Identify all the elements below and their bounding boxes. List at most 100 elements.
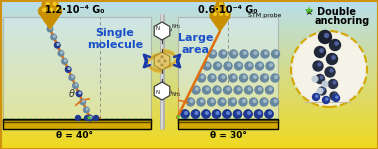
Bar	[0, 128, 378, 129]
Polygon shape	[148, 53, 162, 73]
Bar	[0, 5, 378, 6]
Circle shape	[69, 75, 74, 80]
Circle shape	[314, 46, 325, 58]
Circle shape	[265, 110, 273, 118]
Bar	[0, 138, 378, 139]
Circle shape	[203, 86, 211, 94]
Circle shape	[264, 100, 266, 102]
Bar	[0, 148, 378, 149]
Bar	[0, 42, 378, 43]
Circle shape	[212, 110, 220, 118]
Bar	[0, 78, 378, 79]
Circle shape	[214, 62, 222, 70]
Bar	[0, 71, 378, 72]
Bar	[0, 66, 378, 67]
Bar	[0, 84, 378, 85]
Bar	[0, 44, 378, 45]
Bar	[0, 73, 378, 74]
Bar	[0, 131, 378, 132]
Bar	[0, 39, 378, 40]
Circle shape	[222, 76, 225, 78]
Circle shape	[216, 11, 224, 19]
Bar	[0, 147, 378, 148]
Bar	[0, 38, 378, 39]
Circle shape	[254, 76, 256, 78]
Circle shape	[219, 50, 227, 58]
Circle shape	[333, 94, 339, 101]
Bar	[0, 14, 378, 15]
Circle shape	[192, 110, 200, 118]
Circle shape	[220, 13, 222, 15]
Circle shape	[233, 52, 236, 54]
Bar	[0, 53, 378, 54]
Bar	[0, 62, 378, 63]
Bar	[0, 117, 378, 118]
Circle shape	[181, 110, 189, 118]
Circle shape	[222, 100, 224, 102]
Bar	[0, 8, 378, 9]
Bar	[0, 111, 378, 112]
Circle shape	[206, 88, 209, 90]
Circle shape	[334, 93, 337, 96]
Bar	[0, 43, 378, 44]
Bar	[0, 82, 378, 83]
Bar	[0, 50, 378, 51]
Bar	[0, 67, 378, 68]
FancyBboxPatch shape	[3, 17, 151, 129]
Circle shape	[213, 6, 221, 14]
Circle shape	[271, 98, 279, 106]
Circle shape	[239, 98, 247, 106]
Bar	[0, 3, 378, 4]
Text: Single
molecule: Single molecule	[87, 28, 143, 50]
Bar	[0, 108, 378, 109]
Bar	[0, 80, 378, 81]
Bar	[0, 124, 378, 125]
Bar	[0, 83, 378, 84]
Circle shape	[90, 116, 92, 118]
Bar	[0, 33, 378, 34]
Circle shape	[50, 27, 52, 29]
Text: 1.2·10⁻⁴ G₀: 1.2·10⁻⁴ G₀	[45, 5, 105, 15]
Circle shape	[234, 110, 242, 118]
Circle shape	[255, 86, 263, 94]
Bar	[0, 79, 378, 80]
Circle shape	[237, 112, 240, 114]
Circle shape	[243, 100, 245, 102]
Circle shape	[195, 112, 198, 114]
Circle shape	[218, 74, 226, 82]
Circle shape	[43, 8, 46, 11]
Bar	[0, 130, 378, 131]
Text: anchoring: anchoring	[315, 16, 370, 26]
Bar	[0, 98, 378, 99]
Circle shape	[228, 98, 237, 106]
Bar	[0, 69, 378, 70]
Bar	[0, 91, 378, 92]
Circle shape	[259, 64, 262, 66]
Circle shape	[234, 110, 242, 118]
Bar	[0, 72, 378, 73]
Bar	[0, 146, 378, 147]
FancyBboxPatch shape	[3, 120, 151, 122]
Circle shape	[258, 112, 261, 114]
Bar	[0, 63, 378, 64]
Circle shape	[42, 0, 51, 10]
Circle shape	[158, 60, 160, 62]
Bar	[0, 101, 378, 102]
Circle shape	[196, 88, 198, 90]
Circle shape	[164, 60, 166, 62]
Circle shape	[265, 52, 267, 54]
Circle shape	[261, 50, 269, 58]
Circle shape	[322, 88, 325, 91]
Circle shape	[265, 86, 274, 94]
Circle shape	[212, 110, 220, 118]
Bar	[0, 88, 378, 89]
Bar	[0, 100, 378, 101]
Circle shape	[330, 92, 338, 100]
Circle shape	[316, 95, 318, 97]
Text: θ = 30°: θ = 30°	[209, 131, 246, 139]
Circle shape	[330, 39, 341, 51]
Circle shape	[209, 50, 217, 58]
Bar	[0, 10, 378, 11]
Bar	[0, 125, 378, 126]
Circle shape	[259, 88, 261, 90]
